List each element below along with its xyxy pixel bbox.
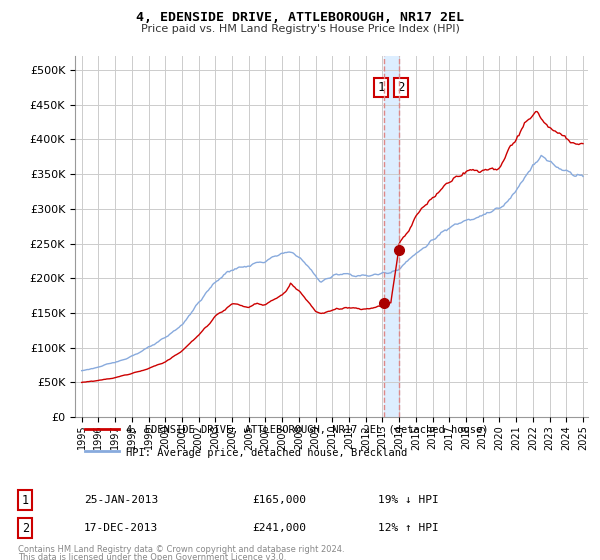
Text: HPI: Average price, detached house, Breckland: HPI: Average price, detached house, Brec… bbox=[127, 447, 407, 458]
Text: Contains HM Land Registry data © Crown copyright and database right 2024.: Contains HM Land Registry data © Crown c… bbox=[18, 545, 344, 554]
Text: 1: 1 bbox=[377, 81, 385, 94]
Text: 25-JAN-2013: 25-JAN-2013 bbox=[84, 495, 158, 505]
Text: 17-DEC-2013: 17-DEC-2013 bbox=[84, 523, 158, 533]
Text: 12% ↑ HPI: 12% ↑ HPI bbox=[378, 523, 439, 533]
Text: This data is licensed under the Open Government Licence v3.0.: This data is licensed under the Open Gov… bbox=[18, 553, 286, 560]
Text: 1: 1 bbox=[22, 493, 29, 506]
Text: Price paid vs. HM Land Registry's House Price Index (HPI): Price paid vs. HM Land Registry's House … bbox=[140, 24, 460, 34]
Bar bbox=[383, 56, 398, 417]
Text: 19% ↓ HPI: 19% ↓ HPI bbox=[378, 495, 439, 505]
Text: 2: 2 bbox=[397, 81, 405, 94]
Text: £165,000: £165,000 bbox=[252, 495, 306, 505]
Text: £241,000: £241,000 bbox=[252, 523, 306, 533]
Text: 4, EDENSIDE DRIVE, ATTLEBOROUGH, NR17 2EL (detached house): 4, EDENSIDE DRIVE, ATTLEBOROUGH, NR17 2E… bbox=[127, 425, 489, 435]
Text: 2: 2 bbox=[22, 521, 29, 534]
Text: 4, EDENSIDE DRIVE, ATTLEBOROUGH, NR17 2EL: 4, EDENSIDE DRIVE, ATTLEBOROUGH, NR17 2E… bbox=[136, 11, 464, 24]
